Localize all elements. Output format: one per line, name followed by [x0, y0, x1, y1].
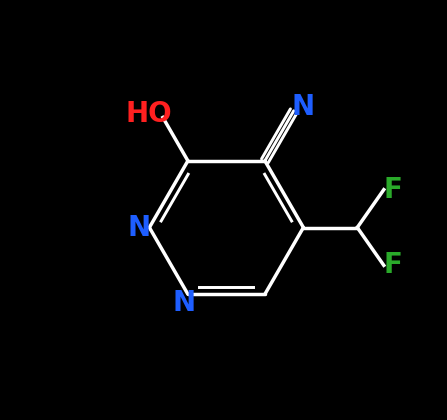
- Text: F: F: [384, 251, 402, 279]
- Text: N: N: [173, 289, 196, 318]
- Text: HO: HO: [126, 100, 173, 128]
- Text: F: F: [384, 176, 402, 204]
- Text: N: N: [291, 93, 315, 121]
- Text: N: N: [127, 213, 150, 242]
